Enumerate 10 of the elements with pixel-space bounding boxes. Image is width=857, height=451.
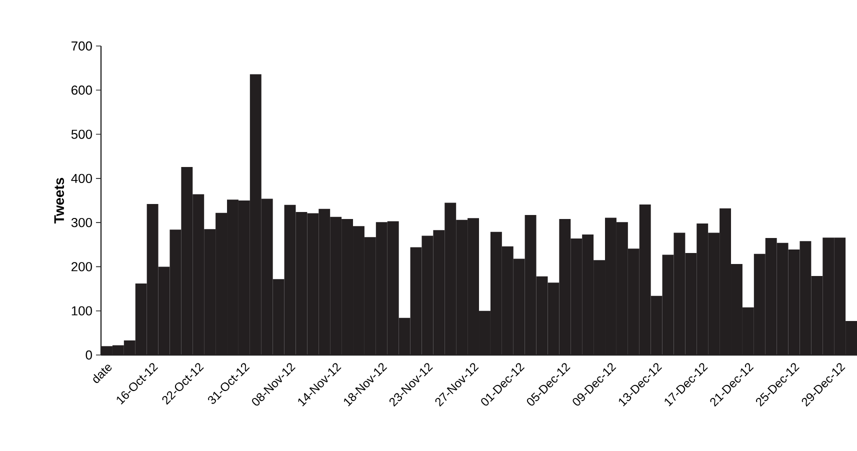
y-tick-label: 400 [71,174,92,184]
y-tick-label: 500 [71,130,92,139]
y-tick-label: 100 [72,306,92,316]
y-tick-label: 200 [72,262,92,272]
y-tick-label: 0 [86,350,92,360]
y-tick-label: 600 [72,86,92,95]
y-tick-label: 700 [72,41,92,51]
x-tick-label: date [93,364,112,384]
y-axis-title: Tweets [54,178,64,224]
y-tick-label: 300 [71,218,92,228]
